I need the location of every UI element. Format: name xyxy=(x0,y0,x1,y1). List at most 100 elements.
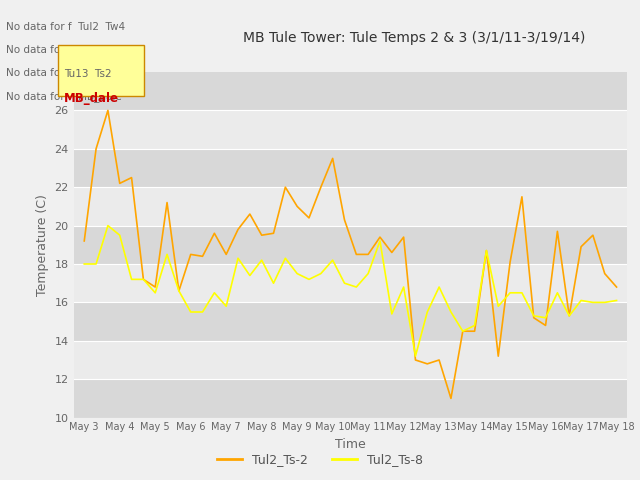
Tul2_Ts-2 xyxy=(116,180,124,186)
Tul2_Ts-8 xyxy=(211,290,218,296)
Tul2_Ts-8 xyxy=(495,303,502,309)
Tul2_Ts-8 xyxy=(81,261,88,267)
Tul2_Ts-8 xyxy=(293,271,301,276)
Tul2_Ts-2 xyxy=(293,204,301,209)
Tul2_Ts-8 xyxy=(258,257,266,263)
Tul2_Ts-8 xyxy=(435,284,443,290)
Tul2_Ts-8 xyxy=(601,300,609,305)
Tul2_Ts-8 xyxy=(589,300,596,305)
Tul2_Ts-8 xyxy=(282,255,289,261)
Tul2_Ts-2 xyxy=(495,353,502,359)
Text: No data for f  Tul3  Tw4: No data for f Tul3 Tw4 xyxy=(6,45,125,55)
Tul2_Ts-2 xyxy=(435,357,443,363)
Tul2_Ts-8 xyxy=(246,273,253,278)
Tul2_Ts-2 xyxy=(577,244,585,250)
Tul2_Ts-8 xyxy=(459,328,467,334)
Bar xyxy=(74,302,627,341)
Tul2_Ts-2 xyxy=(612,284,620,290)
Tul2_Ts-8 xyxy=(353,284,360,290)
Tul2_Ts-8 xyxy=(447,309,455,315)
Line: Tul2_Ts-2: Tul2_Ts-2 xyxy=(84,110,616,398)
Tul2_Ts-8 xyxy=(198,309,206,315)
Tul2_Ts-8 xyxy=(388,311,396,317)
Tul2_Ts-2 xyxy=(211,230,218,236)
Tul2_Ts-2 xyxy=(340,217,348,223)
Tul2_Ts-2 xyxy=(92,146,100,152)
Tul2_Ts-2 xyxy=(104,108,112,113)
Tul2_Ts-2 xyxy=(364,252,372,257)
Tul2_Ts-2 xyxy=(305,215,313,221)
Tul2_Ts-8 xyxy=(541,315,549,321)
Text: No data for f  Tu13  Ts2: No data for f Tu13 Ts2 xyxy=(6,68,126,78)
Tul2_Ts-8 xyxy=(317,271,324,276)
Tul2_Ts-2 xyxy=(376,234,384,240)
Tul2_Ts-8 xyxy=(518,290,526,296)
Tul2_Ts-2 xyxy=(222,252,230,257)
Bar xyxy=(74,72,627,110)
Tul2_Ts-8 xyxy=(152,290,159,296)
Tul2_Ts-2 xyxy=(258,232,266,238)
Tul2_Ts-8 xyxy=(400,284,408,290)
Text: MB_dale: MB_dale xyxy=(64,92,119,105)
Tul2_Ts-2 xyxy=(246,211,253,217)
Tul2_Ts-8 xyxy=(140,276,147,282)
Tul2_Ts-2 xyxy=(471,328,479,334)
X-axis label: Time: Time xyxy=(335,438,366,451)
Tul2_Ts-2 xyxy=(483,248,490,253)
Tul2_Ts-2 xyxy=(459,328,467,334)
Tul2_Ts-2 xyxy=(447,396,455,401)
Tul2_Ts-8 xyxy=(412,353,419,359)
Bar xyxy=(74,226,627,264)
Tul2_Ts-2 xyxy=(565,313,573,319)
Tul2_Ts-2 xyxy=(269,230,277,236)
Legend: Tul2_Ts-2, Tul2_Ts-8: Tul2_Ts-2, Tul2_Ts-8 xyxy=(212,448,428,471)
Tul2_Ts-8 xyxy=(577,298,585,303)
Tul2_Ts-2 xyxy=(541,323,549,328)
Tul2_Ts-8 xyxy=(364,271,372,276)
Tul2_Ts-2 xyxy=(234,227,242,232)
Tul2_Ts-8 xyxy=(175,288,182,294)
Tul2_Ts-8 xyxy=(305,276,313,282)
Tul2_Ts-8 xyxy=(340,280,348,286)
Tul2_Ts-2 xyxy=(128,175,136,180)
Tul2_Ts-2 xyxy=(198,253,206,259)
Tul2_Ts-2 xyxy=(140,276,147,282)
Tul2_Ts-8 xyxy=(612,298,620,303)
Tul2_Ts-8 xyxy=(128,276,136,282)
Tul2_Ts-2 xyxy=(506,259,514,265)
Tul2_Ts-2 xyxy=(530,315,538,321)
Tul2_Ts-2 xyxy=(412,357,419,363)
Tul2_Ts-8 xyxy=(329,257,337,263)
Tul2_Ts-2 xyxy=(400,234,408,240)
Tul2_Ts-8 xyxy=(376,238,384,244)
Tul2_Ts-2 xyxy=(152,284,159,290)
Tul2_Ts-8 xyxy=(565,313,573,319)
Tul2_Ts-2 xyxy=(601,271,609,276)
Tul2_Ts-2 xyxy=(424,361,431,367)
Tul2_Ts-8 xyxy=(163,252,171,257)
Tul2_Ts-8 xyxy=(222,303,230,309)
Text: Tu13  Ts2: Tu13 Ts2 xyxy=(64,69,111,79)
Text: MB Tule Tower: Tule Temps 2 & 3 (3/1/11-3/19/14): MB Tule Tower: Tule Temps 2 & 3 (3/1/11-… xyxy=(243,31,586,45)
Tul2_Ts-8 xyxy=(424,309,431,315)
Tul2_Ts-8 xyxy=(506,290,514,296)
Tul2_Ts-8 xyxy=(554,290,561,296)
Tul2_Ts-8 xyxy=(471,323,479,328)
Text: No data for f  MB_dale: No data for f MB_dale xyxy=(6,91,122,102)
Tul2_Ts-2 xyxy=(317,184,324,190)
Bar xyxy=(74,149,627,187)
Tul2_Ts-8 xyxy=(116,232,124,238)
Tul2_Ts-8 xyxy=(187,309,195,315)
Y-axis label: Temperature (C): Temperature (C) xyxy=(36,194,49,296)
Tul2_Ts-2 xyxy=(163,200,171,205)
Tul2_Ts-2 xyxy=(388,250,396,255)
Tul2_Ts-2 xyxy=(329,156,337,161)
Tul2_Ts-8 xyxy=(92,261,100,267)
Tul2_Ts-2 xyxy=(187,252,195,257)
Tul2_Ts-2 xyxy=(353,252,360,257)
Tul2_Ts-2 xyxy=(81,238,88,244)
Tul2_Ts-2 xyxy=(554,228,561,234)
Tul2_Ts-8 xyxy=(530,313,538,319)
Line: Tul2_Ts-8: Tul2_Ts-8 xyxy=(84,226,616,356)
Tul2_Ts-2 xyxy=(175,288,182,294)
